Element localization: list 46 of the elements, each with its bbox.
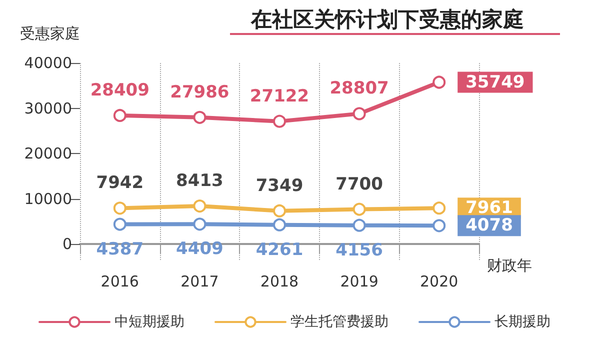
point (432, 76, 446, 89)
point (352, 218, 366, 232)
data-label: 4387 (96, 239, 144, 260)
y-tick-label: 30000 (24, 99, 72, 118)
data-label: 27986 (170, 82, 230, 102)
data-label: 28807 (330, 78, 389, 99)
point (352, 202, 366, 216)
y-axis-title: 受惠家庭 (20, 24, 80, 42)
data-label: 7961 (466, 198, 513, 218)
point (193, 200, 206, 213)
data-label: 8413 (176, 171, 224, 192)
data-label: 4078 (466, 216, 513, 236)
data-label: 4261 (256, 240, 304, 260)
point (273, 218, 286, 232)
legend-label: 长期援助 (494, 314, 550, 330)
x-tick-label: 2018 (260, 272, 299, 290)
x-axis-title: 财政年 (487, 256, 532, 275)
data-label: 7942 (96, 173, 144, 194)
x-tick-label: 2020 (420, 272, 458, 290)
x-tick-label: 2019 (340, 272, 378, 290)
point (193, 110, 206, 124)
point (193, 218, 206, 231)
point (273, 114, 286, 128)
y-tick-label: 20000 (24, 144, 72, 163)
point (432, 219, 446, 232)
y-tick-label: 10000 (24, 190, 72, 208)
point (113, 218, 126, 231)
y-tick-label: 0 (62, 235, 72, 254)
x-tick-label: 2016 (100, 272, 139, 290)
point (113, 202, 126, 215)
legend-label: 学生托管费援助 (290, 314, 388, 330)
y-tick-label: 40000 (24, 54, 72, 72)
point (273, 204, 286, 218)
point (113, 108, 126, 122)
data-label: 7700 (336, 174, 384, 194)
data-label: 7349 (256, 176, 304, 196)
data-label: 28409 (90, 80, 150, 100)
data-label: 4409 (176, 239, 224, 260)
chart-title: 在社区关怀计划下受惠的家庭 (250, 8, 524, 32)
data-label: 27122 (250, 86, 310, 106)
data-label: 4156 (336, 240, 383, 260)
point (432, 202, 446, 215)
x-tick-label: 2017 (180, 272, 219, 290)
data-label: 35749 (466, 72, 525, 92)
legend-label: 中短期援助 (114, 314, 184, 330)
point (352, 107, 366, 120)
